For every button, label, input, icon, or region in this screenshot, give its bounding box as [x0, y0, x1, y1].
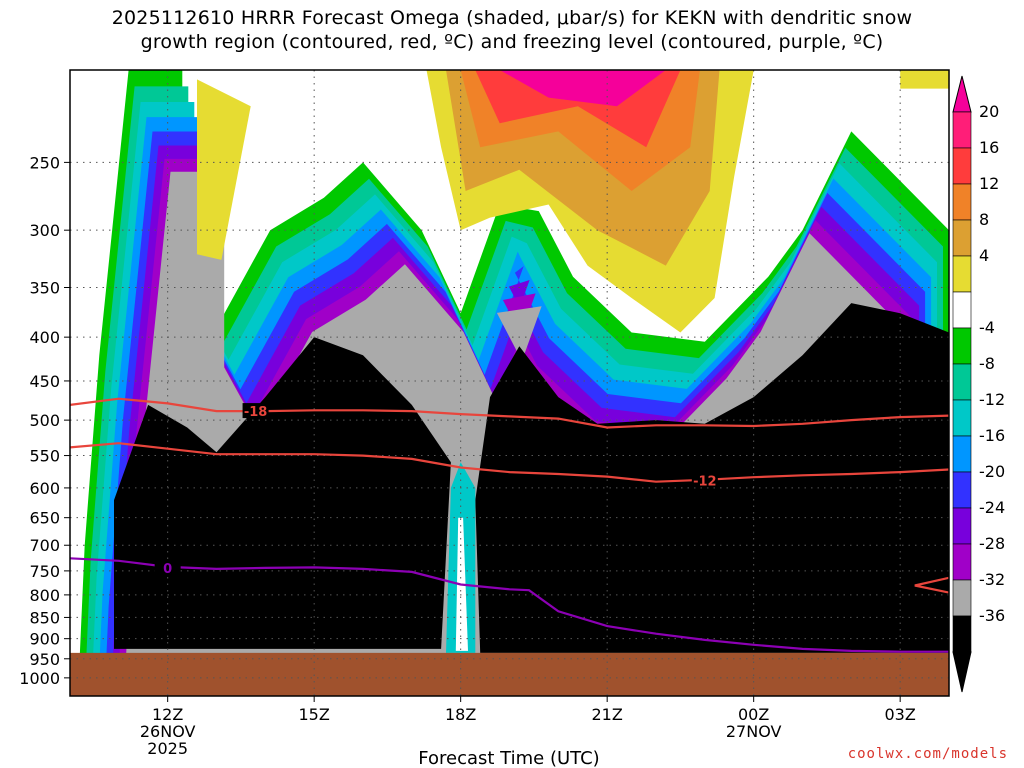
- contour-label-bg: [154, 559, 181, 575]
- y-tick-label: 750: [29, 562, 60, 581]
- colorbar-swatch: [952, 363, 972, 401]
- plot-frame: [69, 69, 950, 697]
- y-tick-label: 600: [29, 479, 60, 498]
- x-tick-label: 12Z: [152, 705, 183, 724]
- colorbar-label: -36: [979, 606, 1005, 625]
- y-tick-label: 850: [29, 608, 60, 627]
- y-tick-label: 800: [29, 586, 60, 605]
- colorbar-bottom-arrow: [952, 651, 972, 693]
- plot-area: [70, 70, 949, 696]
- x-tick-label: 00Z: [738, 705, 769, 724]
- colorbar-label: 20: [979, 102, 999, 121]
- omega-pos-20: [499, 70, 666, 107]
- y-tick-label: 500: [29, 411, 60, 430]
- colorbar-swatch: [952, 543, 972, 581]
- contour-label: 0: [163, 562, 172, 577]
- y-tick-label: 1000: [19, 669, 60, 688]
- colorbar-swatch: [952, 147, 972, 185]
- colorbar-label: -28: [979, 534, 1005, 553]
- x-tick-label: 03Z: [885, 705, 916, 724]
- colorbar-swatch: [952, 399, 972, 437]
- y-tick-label: 250: [29, 153, 60, 172]
- colorbar-swatch: [952, 219, 972, 257]
- omega-core-west: [114, 337, 451, 649]
- y-tick-label: 450: [29, 372, 60, 391]
- grid-lines: [70, 70, 949, 696]
- y-tick-label: 300: [29, 221, 60, 240]
- y-tick-label: 950: [29, 650, 60, 669]
- source-watermark: coolwx.com/models: [847, 746, 1008, 762]
- colorbar-label: -20: [979, 462, 1005, 481]
- colorbar-swatch: [952, 111, 972, 149]
- omega-pos-03z: [900, 70, 949, 89]
- contour-line-2: [914, 576, 949, 594]
- omega-pos-12z: [197, 79, 251, 260]
- contour-line-1: [70, 442, 949, 483]
- contour-label-bg: [242, 403, 269, 419]
- y-tick-label: 700: [29, 536, 60, 555]
- colorbar-swatch: [952, 471, 972, 509]
- contour-line-0: [70, 397, 949, 429]
- colorbar-legend: 20 16 12 8 4 -4 -8 -12 -16 -20 -24 -28 -32 -36: [952, 75, 1005, 693]
- colorbar-swatch: [952, 183, 972, 221]
- x-tick-label: 21Z: [592, 705, 623, 724]
- contour-lines: -18 -12 0: [70, 397, 949, 653]
- y-axis: 250 300 350 400 450 500 550 600 650 700 750 800 850 9…: [19, 153, 70, 688]
- contour-label-bg: [691, 472, 718, 488]
- contour-label: -12: [693, 474, 717, 489]
- chart-title-line1: 2025112610 HRRR Forecast Omega (shaded, …: [111, 7, 913, 29]
- colorbar-swatch: [952, 255, 972, 293]
- colorbar-label: -16: [979, 426, 1005, 445]
- colorbar-swatch: [952, 615, 972, 653]
- colorbar-label: 12: [979, 174, 999, 193]
- colorbar-label: -12: [979, 390, 1005, 409]
- y-tick-label: 900: [29, 630, 60, 649]
- x-tick-label: 18Z: [445, 705, 476, 724]
- y-tick-label: 350: [29, 278, 60, 297]
- x-tick-label: 2025: [147, 739, 188, 758]
- x-tick-label: 15Z: [299, 705, 330, 724]
- colorbar-label: -8: [979, 354, 995, 373]
- colorbar-swatch: [952, 579, 972, 617]
- x-axis-label: Forecast Time (UTC): [418, 748, 599, 768]
- colorbar-swatch: [952, 435, 972, 473]
- colorbar-swatch: [952, 327, 972, 365]
- colorbar-label: -24: [979, 498, 1005, 517]
- y-tick-label: 650: [29, 509, 60, 528]
- colorbar-swatch: [952, 291, 972, 329]
- x-tick-label: 26NOV: [140, 722, 196, 741]
- chart-title: 2025112610 HRRR Forecast Omega (shaded, …: [0, 6, 1024, 54]
- y-tick-label: 400: [29, 328, 60, 347]
- colorbar-label: 4: [979, 246, 989, 265]
- chart-title-line2: growth region (contoured, red, ºC) and f…: [140, 31, 884, 53]
- x-tick-label: 27NOV: [726, 722, 782, 741]
- y-tick-label: 550: [29, 447, 60, 466]
- colorbar-label: -32: [979, 570, 1005, 589]
- contour-line-3: [70, 557, 949, 653]
- colorbar-label: 8: [979, 210, 989, 229]
- colorbar-label: 16: [979, 138, 999, 157]
- colorbar-label: -4: [979, 318, 995, 337]
- colorbar-swatch: [952, 507, 972, 545]
- contour-label: -18: [244, 405, 268, 420]
- colorbar-top-arrow: [952, 75, 972, 113]
- ground-surface: [70, 652, 949, 696]
